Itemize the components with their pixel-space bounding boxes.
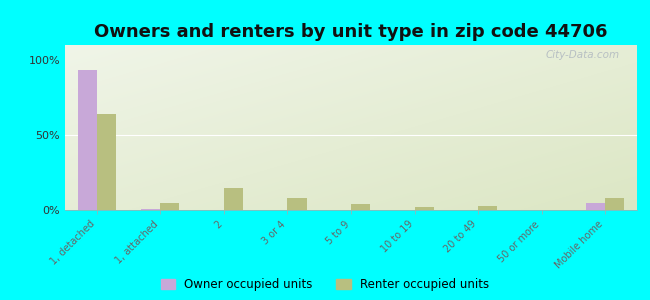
Bar: [478, 206, 497, 210]
Bar: [161, 202, 179, 210]
Bar: [605, 198, 624, 210]
Bar: [224, 188, 243, 210]
Bar: [97, 114, 116, 210]
Bar: [415, 207, 434, 210]
Bar: [586, 202, 605, 210]
Title: Owners and renters by unit type in zip code 44706: Owners and renters by unit type in zip c…: [94, 23, 608, 41]
Text: City-Data.com: City-Data.com: [546, 50, 620, 60]
Bar: [351, 204, 370, 210]
Legend: Owner occupied units, Renter occupied units: Owner occupied units, Renter occupied un…: [161, 278, 489, 291]
Bar: [141, 208, 161, 210]
Bar: [287, 198, 307, 210]
Bar: [78, 70, 97, 210]
